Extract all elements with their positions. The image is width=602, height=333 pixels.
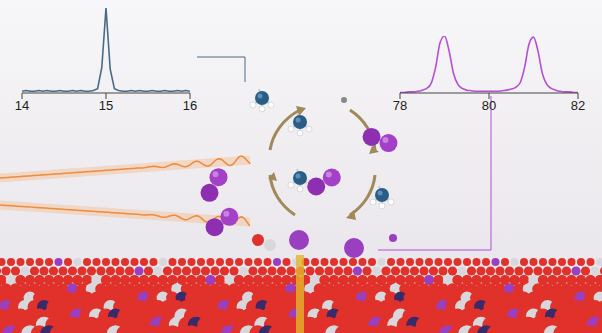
svg-text:15: 15 [99, 98, 113, 113]
svg-text:82: 82 [571, 98, 585, 113]
svg-text:16: 16 [183, 98, 197, 113]
svg-text:14: 14 [15, 98, 29, 113]
svg-text:80: 80 [482, 98, 496, 113]
svg-text:78: 78 [393, 98, 407, 113]
